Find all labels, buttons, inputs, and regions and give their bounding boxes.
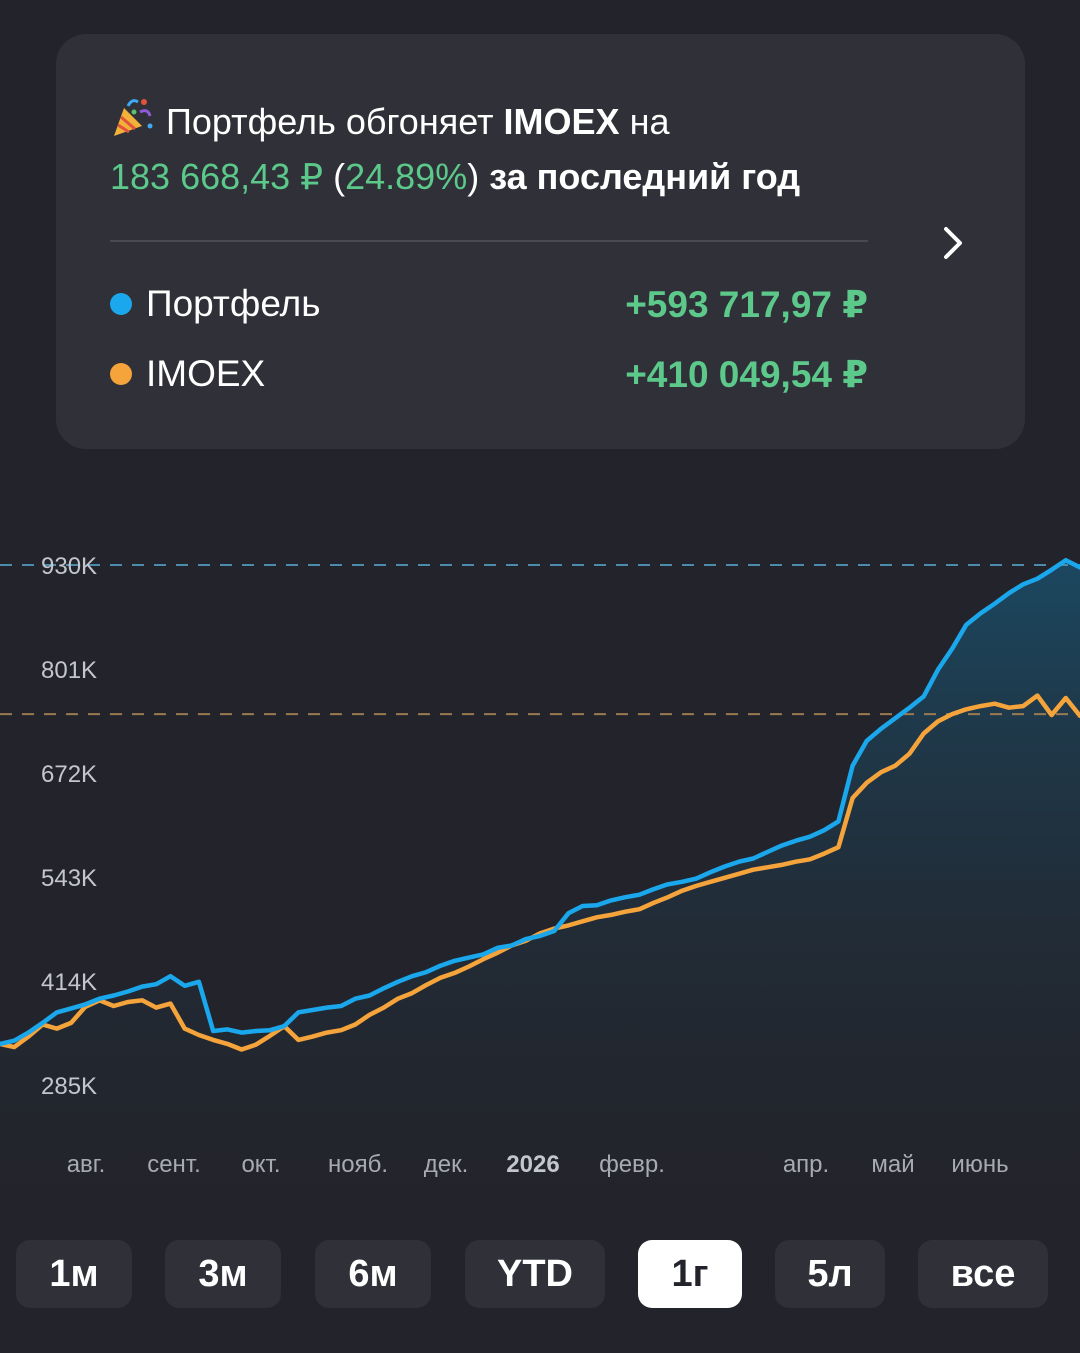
legend-value: +593 717,97 ₽ [625,284,868,325]
period-selector: 1м 3м 6м YTD 1г 5л все [0,1240,1080,1310]
x-tick-label: апр. [783,1151,829,1178]
series-line-imoex [0,693,1080,1052]
period-button-ytd[interactable]: YTD [465,1240,605,1308]
party-popper-icon [110,96,154,140]
headline-prefix: Портфель обгоняет [166,101,494,142]
legend-row-portfolio: Портфель +593 717,97 ₽ [110,280,868,330]
period-text: за последний год [489,156,801,197]
legend-value: +410 049,54 ₽ [625,354,868,395]
period-button-5y[interactable]: 5л [775,1240,885,1308]
legend-name: IMOEX [146,353,266,394]
x-tick-label: авг. [67,1151,106,1178]
x-tick-label: сент. [147,1151,201,1178]
summary-card[interactable]: Портфель обгоняет IMOEX на 183 668,43 ₽ … [56,34,1025,449]
x-tick-label: май [871,1151,914,1178]
x-tick-label: 2026 [506,1151,559,1178]
card-divider [110,240,868,242]
y-tick-label: 414K [41,969,97,996]
diff-amount: 183 668,43 ₽ [110,156,324,197]
y-tick-label: 543K [41,865,97,892]
series-line-portfolio [0,557,1080,1047]
y-tick-label: 672K [41,761,97,788]
portfolio-color-dot [110,293,132,315]
legend-name: Портфель [146,283,321,324]
performance-chart[interactable]: 930K 801K 672K 543K 414K 285K авг. сент. окт. но… [0,520,1080,1200]
period-button-1y[interactable]: 1г [638,1240,742,1308]
period-button-6m[interactable]: 6м [315,1240,431,1308]
chevron-right-icon [944,227,962,259]
chart-svg: 930K 801K 672K 543K 414K 285K авг. сент. окт. но… [0,553,1080,1200]
x-tick-label: нояб. [328,1151,388,1178]
x-tick-label: окт. [241,1151,280,1178]
imoex-color-dot [110,363,132,385]
diff-percent-wrap: (24.89%) [333,156,480,197]
y-tick-label: 285K [41,1073,97,1100]
y-tick-label: 801K [41,657,97,684]
diff-percent: 24.89% [345,156,468,197]
period-button-all[interactable]: все [918,1240,1048,1308]
x-tick-label: дек. [424,1151,469,1178]
benchmark-name: IMOEX [503,101,620,142]
portfolio-area-fill [0,560,1080,1200]
x-tick-label: февр. [599,1151,665,1178]
period-button-1m[interactable]: 1м [16,1240,132,1308]
summary-headline: Портфель обгоняет IMOEX на 183 668,43 ₽ … [110,94,910,204]
legend-row-imoex: IMOEX +410 049,54 ₽ [110,350,868,400]
period-button-3m[interactable]: 3м [165,1240,281,1308]
x-tick-label: июнь [951,1151,1008,1178]
details-button[interactable] [928,218,978,268]
headline-suffix: на [629,101,670,142]
y-tick-label: 930K [41,553,97,580]
